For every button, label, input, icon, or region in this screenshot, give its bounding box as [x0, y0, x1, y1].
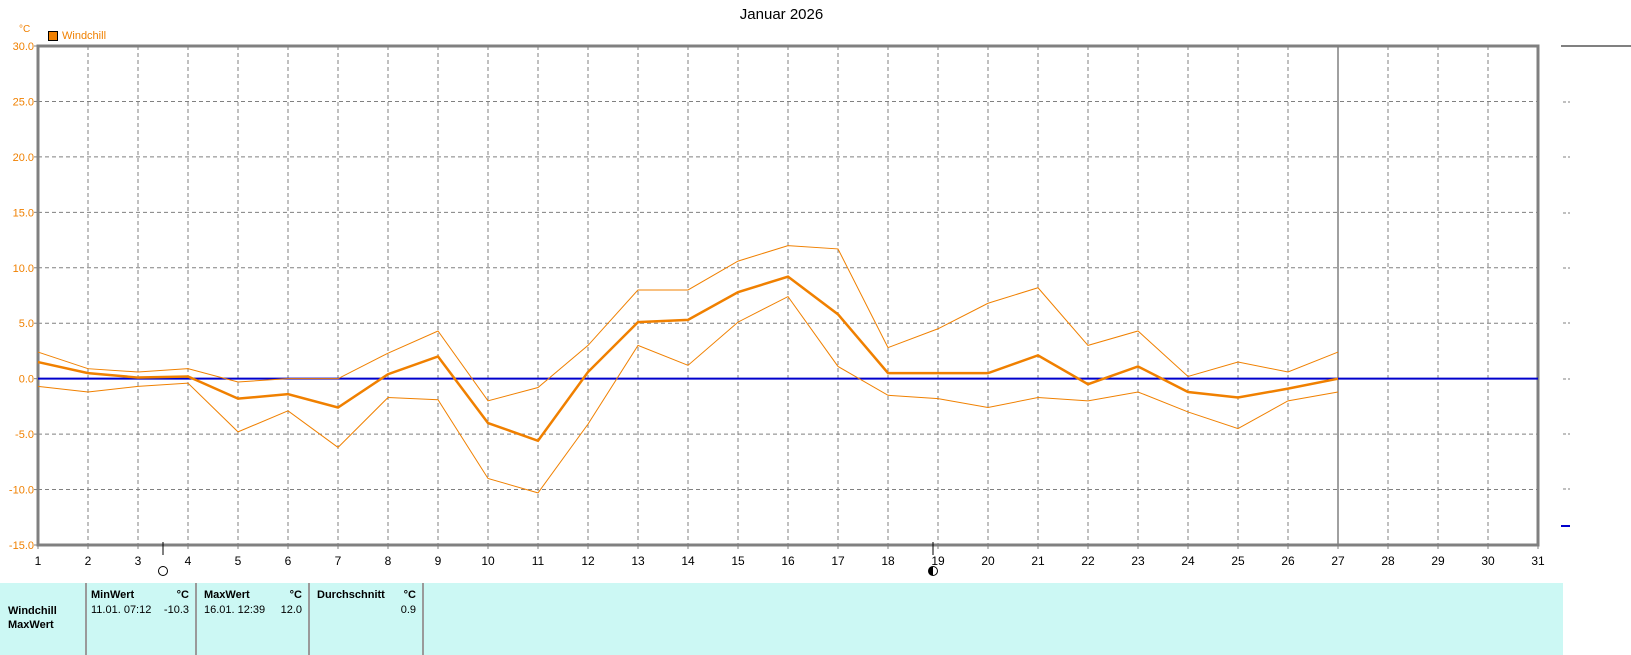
- y-tick-label: 5.0: [19, 318, 34, 330]
- y-tick-label: -15.0: [9, 540, 34, 552]
- x-tick-label: 24: [1181, 554, 1195, 568]
- moon-half-fill-icon: [928, 566, 933, 576]
- x-tick-label: 9: [435, 554, 442, 568]
- y-tick-label: 20.0: [13, 152, 34, 164]
- x-tick-label: 1: [35, 554, 42, 568]
- x-tick-label: 28: [1381, 554, 1395, 568]
- full-moon-icon: [158, 566, 168, 576]
- series-line-max: [37, 245, 1339, 402]
- x-tick-label: 14: [681, 554, 695, 568]
- min-unit: °C: [176, 589, 189, 601]
- windchill-chart: 30.0 25.0 20.0 15.0 10.0 5.0 0.0 -5.0 -10.0 -15.0…: [9, 41, 1631, 576]
- legend-swatch-icon: [48, 31, 58, 41]
- y-tick-label: 10.0: [13, 263, 34, 275]
- max-date: 16.01. 12:39: [204, 604, 266, 616]
- max-header: MaxWert: [204, 589, 250, 601]
- plot-frame: [36, 44, 1540, 547]
- x-tick-label: 23: [1131, 554, 1145, 568]
- stats-table: Windchill MaxWert MinWert °C 11.01. 07:1…: [0, 583, 1563, 655]
- x-tick-label: 7: [335, 554, 342, 568]
- stats-col-min: MinWert °C 11.01. 07:12 -10.3: [87, 583, 197, 655]
- y-tick-label: -10.0: [9, 485, 34, 497]
- x-tick-label: 16: [781, 554, 795, 568]
- x-tick-label: 31: [1531, 554, 1545, 568]
- min-value: -10.3: [163, 604, 189, 616]
- y-tick-label: 15.0: [13, 207, 34, 219]
- x-tick-label: 29: [1431, 554, 1445, 568]
- x-tick-label: 26: [1281, 554, 1295, 568]
- x-tick-label: 19: [931, 554, 945, 568]
- avg-header: Durchschnitt: [317, 589, 385, 601]
- min-date: 11.01. 07:12: [91, 604, 152, 616]
- stats-col-label: [0, 583, 87, 655]
- x-tick-label: 5: [235, 554, 242, 568]
- avg-value: 0.9: [400, 604, 416, 616]
- x-tick-label: 27: [1331, 554, 1345, 568]
- legend-label: Windchill: [62, 30, 107, 42]
- x-tick-label: 30: [1481, 554, 1495, 568]
- chart-title: Januar 2026: [739, 6, 824, 23]
- x-tick-label: 25: [1231, 554, 1245, 568]
- avg-unit: °C: [403, 589, 416, 601]
- x-tick-label: 15: [731, 554, 745, 568]
- x-tick-label: 21: [1031, 554, 1045, 568]
- min-header: MinWert: [91, 589, 135, 601]
- x-tick-label: 8: [385, 554, 392, 568]
- series-line-min: [37, 295, 1339, 494]
- max-value: 12.0: [280, 604, 302, 616]
- max-unit: °C: [289, 589, 302, 601]
- x-tick-label: 10: [481, 554, 495, 568]
- row-label-windchill: Windchill: [8, 605, 57, 617]
- row-label-maxwert: MaxWert: [8, 619, 54, 631]
- y-tick-label: -5.0: [15, 429, 34, 441]
- y-axis-unit: °C: [19, 24, 31, 35]
- x-tick-label: 20: [981, 554, 995, 568]
- y-tick-label: 0.0: [19, 374, 34, 386]
- stats-col-avg: Durchschnitt °C 0.9: [311, 583, 424, 655]
- y-tick-label: 25.0: [13, 96, 34, 108]
- x-tick-label: 13: [631, 554, 645, 568]
- x-tick-label: 6: [285, 554, 292, 568]
- series-line-avg: [37, 275, 1339, 443]
- x-tick-label: 12: [581, 554, 595, 568]
- x-tick-label: 17: [831, 554, 845, 568]
- x-tick-label: 3: [135, 554, 142, 568]
- x-tick-label: 2: [85, 554, 92, 568]
- stats-col-max: MaxWert °C 16.01. 12:39 12.0: [198, 583, 310, 655]
- x-tick-label: 4: [185, 554, 192, 568]
- x-tick-label: 11: [532, 554, 545, 568]
- y-tick-label: 30.0: [13, 41, 34, 53]
- x-tick-label: 18: [881, 554, 895, 568]
- x-tick-label: 22: [1081, 554, 1095, 568]
- legend-item-windchill[interactable]: Windchill: [48, 30, 106, 42]
